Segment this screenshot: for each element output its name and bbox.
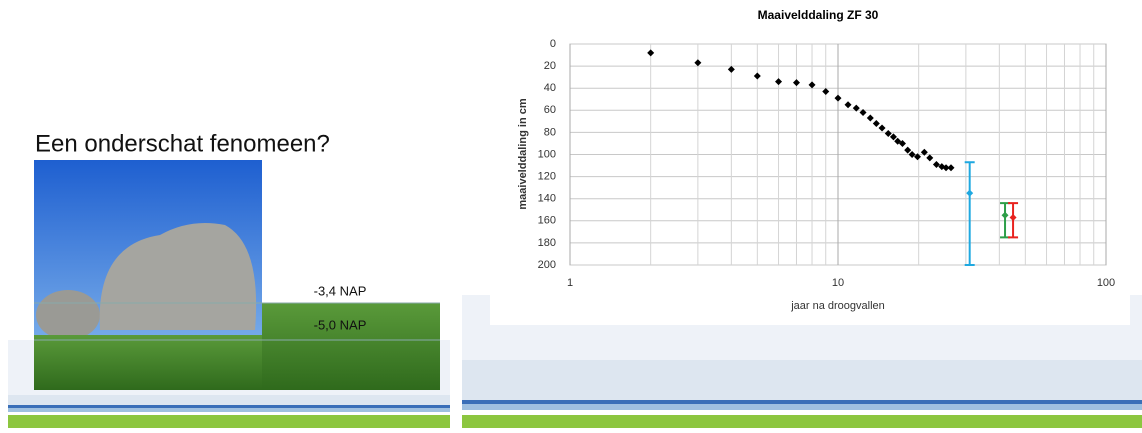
y-tick-label: 160 — [538, 215, 556, 227]
data-point — [775, 78, 783, 86]
photo — [34, 160, 440, 390]
y-tick-label: 200 — [538, 259, 556, 271]
x-tick-label: 1 — [567, 277, 573, 289]
data-point — [889, 133, 897, 141]
plot: 0 20 40 60 80 100 120 140 160 180 200 1 10 100 — [538, 38, 1116, 289]
x-tick-label: 100 — [1097, 277, 1115, 289]
data-point — [1009, 213, 1017, 221]
data-point — [753, 72, 761, 80]
band — [462, 400, 1142, 404]
chart-title: Maaivelddaling ZF 30 — [758, 8, 879, 22]
data-point — [834, 94, 842, 102]
data-point — [792, 79, 800, 87]
y-tick-label: 60 — [544, 104, 556, 116]
data-point — [966, 189, 974, 197]
data-point — [859, 109, 867, 117]
band — [8, 395, 450, 405]
y-tick-label: 0 — [550, 38, 556, 50]
data-point — [920, 148, 928, 156]
band — [462, 415, 1142, 428]
band — [8, 405, 450, 408]
data-point — [822, 88, 830, 96]
data-point — [932, 160, 940, 168]
data-point — [694, 59, 702, 67]
data-point — [844, 101, 852, 109]
level-label: -5,0 NAP — [314, 317, 367, 332]
data-point — [914, 153, 922, 161]
data-point — [942, 164, 950, 172]
data-point — [866, 114, 874, 122]
y-axis-label: maaivelddaling in cm — [517, 98, 529, 209]
data-point — [872, 120, 880, 128]
y-tick-label: 80 — [544, 126, 556, 138]
data-point — [904, 146, 912, 154]
data-point — [727, 65, 735, 73]
band — [462, 360, 1142, 400]
data-point — [926, 154, 934, 162]
y-tick-label: 140 — [538, 193, 556, 205]
x-axis-label: jaar na droogvallen — [790, 300, 885, 312]
data-point — [647, 49, 655, 57]
y-tick-label: 180 — [538, 237, 556, 249]
y-tick-label: 100 — [538, 148, 556, 160]
data-point — [898, 139, 906, 147]
left-slide: Een onderschat fenomeen? -3,4 NAP -5,0 N… — [8, 130, 450, 428]
chart-area — [490, 0, 1130, 325]
data-point — [947, 164, 955, 172]
y-tick-label: 120 — [538, 171, 556, 183]
data-point — [908, 151, 916, 158]
y-tick-label: 20 — [544, 60, 556, 72]
heading: Een onderschat fenomeen? — [35, 130, 330, 157]
level-label: -3,4 NAP — [314, 283, 367, 298]
data-point — [878, 124, 886, 132]
y-tick-label: 40 — [544, 82, 556, 94]
data-point — [808, 81, 816, 89]
right-slide: Maaivelddaling ZF 30 jaar na droogvallen… — [462, 0, 1142, 428]
x-tick-label: 10 — [832, 277, 844, 289]
band — [462, 404, 1142, 410]
data-point — [852, 104, 860, 112]
data-point — [1001, 211, 1009, 219]
band — [8, 415, 450, 428]
band — [8, 408, 450, 412]
data-point — [884, 130, 892, 138]
